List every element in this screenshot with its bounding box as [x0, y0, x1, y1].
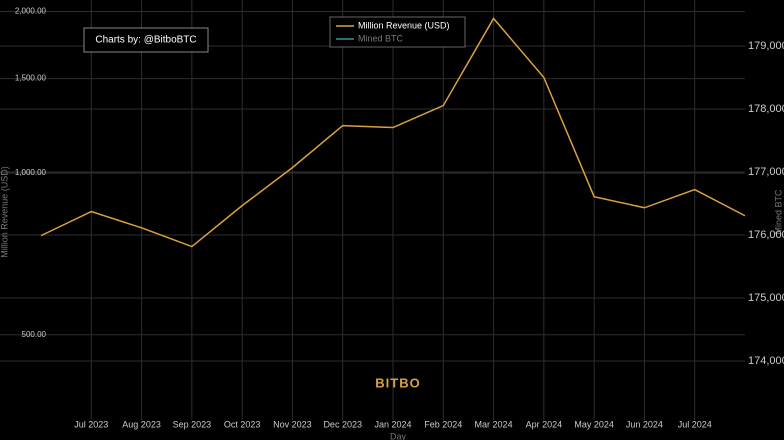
x-axis-label: Day [390, 431, 407, 440]
x-tick-label: Nov 2023 [273, 419, 312, 429]
annotation-box [83, 27, 209, 53]
y2-tick-label: 179,000 [748, 40, 784, 52]
x-tick-label: Oct 2023 [224, 419, 261, 429]
x-tick-label: Mar 2024 [475, 419, 513, 429]
y2-tick-label: 174,000 [748, 355, 784, 367]
y2-tick-label: 175,000 [748, 292, 784, 304]
y-tick-label: 1,500.00 [15, 74, 47, 83]
x-tick-label: Jul 2024 [678, 419, 712, 429]
line [40, 17, 746, 248]
x-tick-label: Jul 2023 [74, 419, 108, 429]
x-tick-label: Dec 2023 [323, 419, 362, 429]
x-tick-label: Jan 2024 [374, 419, 411, 429]
y-tick-label: 500.00 [22, 330, 47, 339]
watermark: BITBO [375, 375, 420, 390]
y-tick-label: 1,000.00 [15, 168, 47, 177]
y2-tick-label: 178,000 [748, 103, 784, 115]
x-tick-label: Feb 2024 [424, 419, 462, 429]
legend-label: Million Revenue (USD) [358, 20, 450, 30]
annotation: Charts by: @BitboBTC [95, 35, 196, 46]
y2-tick-label: 177,000 [748, 166, 784, 178]
x-tick-label: May 2024 [574, 419, 614, 429]
y-tick-label: 2,000.00 [15, 7, 47, 16]
y-axis-label: Million Revenue (USD) [0, 166, 9, 258]
grid [0, 0, 745, 420]
x-tick-label: Jun 2024 [626, 419, 663, 429]
x-tick-label: Apr 2024 [526, 419, 563, 429]
x-tick-label: Aug 2023 [122, 419, 161, 429]
x-tick-label: Sep 2023 [173, 419, 212, 429]
y2-tick-label: 176,000 [748, 229, 784, 241]
legend-label: Mined BTC [358, 33, 404, 43]
y2-axis-label: Mined BTC [773, 189, 783, 235]
legend [329, 16, 466, 48]
